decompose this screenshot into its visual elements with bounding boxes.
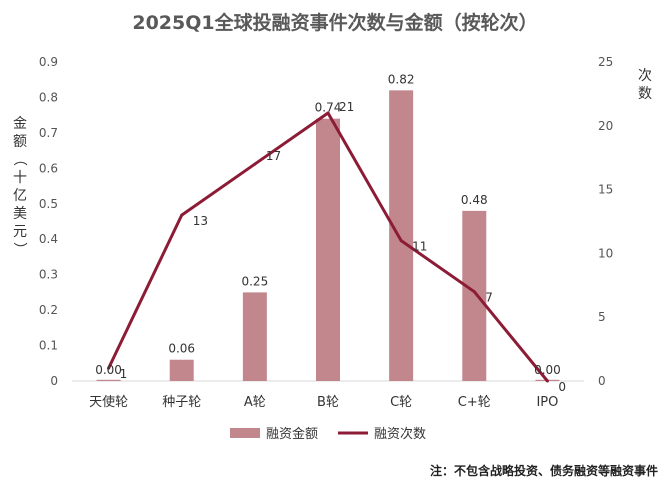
y-left-axis-label-char: 金: [13, 116, 27, 132]
y-right-tick-label: 5: [598, 310, 606, 324]
bar-value-label: 0.82: [388, 72, 415, 86]
y-left-axis-label-char: 亿: [13, 188, 27, 204]
count-point-4: [399, 239, 403, 243]
count-point-6: [545, 379, 549, 383]
y-right-tick-label: 15: [598, 183, 613, 197]
x-category-label: C+轮: [458, 395, 491, 410]
bar-3: [316, 118, 340, 381]
x-category-label: 种子轮: [162, 395, 201, 410]
legend-label-bars: 融资金额: [266, 426, 318, 442]
x-category-label: C轮: [390, 395, 412, 410]
legend-swatch-bars: [230, 428, 260, 438]
bar-4: [389, 90, 414, 381]
chart-title: 2025Q1全球投融资事件次数与金额（按轮次）: [132, 12, 538, 34]
y-left-tick-label: 0.5: [39, 197, 58, 211]
line-value-label: 7: [485, 291, 493, 305]
count-point-0: [107, 366, 111, 370]
y-left-axis-label-char: 元: [13, 224, 27, 240]
y-right-axis-label-char: 次: [638, 68, 652, 84]
y-right-tick-label: 10: [598, 246, 613, 260]
x-category-label: IPO: [536, 395, 558, 410]
count-point-1: [180, 213, 184, 217]
y-right-tick-label: 25: [598, 55, 613, 69]
y-left-tick-label: 0.4: [39, 232, 58, 246]
legend-label-line: 融资次数: [374, 426, 426, 442]
line-value-label: 1: [120, 367, 128, 381]
y-left-tick-label: 0.7: [39, 126, 58, 140]
y-left-axis-label-char: 美: [13, 206, 27, 222]
bar-value-label: 0.00: [534, 363, 561, 377]
x-category-label: A轮: [244, 395, 266, 410]
bar-2: [242, 292, 267, 381]
footnote: 注：不包含战略投资、债务融资等融资事件: [429, 464, 658, 478]
y-left-tick-label: 0.8: [39, 90, 58, 104]
y-left-axis-label-char: 十: [13, 170, 27, 186]
y-left-axis-label-char: ）: [11, 242, 27, 256]
bar-value-label: 0.74: [315, 101, 342, 115]
line-value-label: 0: [558, 380, 566, 394]
y-right-tick-label: 20: [598, 119, 613, 133]
line-value-label: 11: [412, 240, 427, 254]
y-left-tick-label: 0.9: [39, 55, 58, 69]
line-value-label: 17: [266, 149, 281, 163]
x-category-label: 天使轮: [89, 394, 128, 410]
y-left-tick-label: 0: [50, 374, 58, 388]
y-left-tick-label: 0.2: [39, 303, 58, 317]
count-point-2: [253, 162, 257, 166]
y-left-axis-label-char: （: [11, 152, 27, 166]
y-left-axis-label-char: 额: [13, 134, 27, 150]
count-point-3: [326, 111, 330, 115]
x-category-label: B轮: [317, 395, 339, 410]
count-point-5: [472, 290, 476, 294]
y-left-tick-label: 0.3: [39, 268, 58, 282]
y-left-tick-label: 0.1: [39, 339, 58, 353]
line-value-label: 21: [339, 100, 354, 114]
y-right-axis-label-char: 数: [638, 86, 652, 102]
bar-0: [96, 379, 121, 381]
y-left-tick-label: 0.6: [39, 161, 58, 175]
bar-value-label: 0.25: [241, 274, 268, 288]
y-right-tick-label: 0: [598, 374, 606, 388]
bar-value-label: 0.06: [168, 342, 195, 356]
bar-value-label: 0.00: [95, 363, 122, 377]
bar-1: [169, 359, 194, 381]
bar-value-label: 0.48: [461, 193, 488, 207]
bar-5: [462, 210, 487, 381]
line-value-label: 13: [193, 214, 208, 228]
